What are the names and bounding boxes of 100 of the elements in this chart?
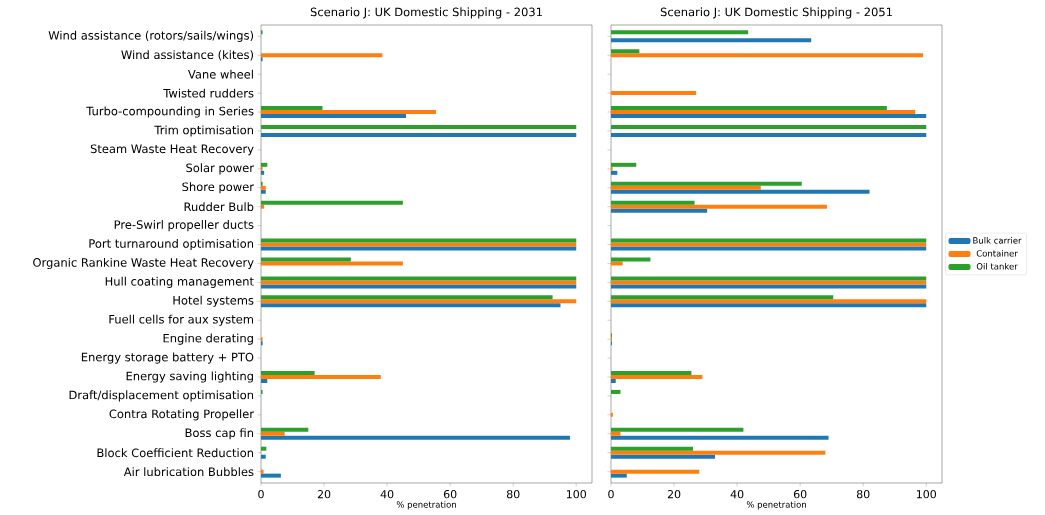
bar bbox=[261, 246, 577, 251]
bar bbox=[611, 431, 621, 436]
bar bbox=[611, 299, 927, 304]
bar bbox=[611, 30, 749, 35]
bar bbox=[611, 49, 640, 54]
y-tick-label: Air lubrication Bubbles bbox=[123, 467, 254, 477]
x-tick-label: 100 bbox=[566, 490, 587, 499]
bar bbox=[261, 446, 267, 451]
bar bbox=[261, 242, 577, 247]
x-tick-label: 80 bbox=[506, 490, 520, 499]
legend-label: Bulk carrier bbox=[973, 237, 1022, 244]
bar bbox=[611, 261, 623, 266]
bar bbox=[261, 435, 570, 440]
y-tick-label: Draft/displacement optimisation bbox=[69, 390, 254, 402]
x-tick-label: 100 bbox=[916, 490, 937, 499]
bar bbox=[611, 257, 651, 262]
y-tick-label: Wind assistance (rotors/sails/wings) bbox=[48, 30, 254, 42]
y-tick-label: Fuell cells for aux system bbox=[109, 314, 254, 326]
bar bbox=[611, 185, 761, 190]
bar bbox=[611, 38, 812, 43]
y-tick-label: Hull coating management bbox=[105, 276, 254, 288]
bar bbox=[611, 427, 744, 432]
y-tick-label: Trim optimisation bbox=[154, 125, 254, 137]
bar bbox=[261, 185, 266, 190]
bar bbox=[611, 91, 697, 96]
legend-label: Oil tanker bbox=[976, 262, 1018, 270]
bar bbox=[611, 303, 927, 308]
bar bbox=[611, 469, 700, 474]
y-tick-label: Organic Rankine Waste Heat Recovery bbox=[33, 257, 254, 270]
y-tick-label: Contra Rotating Propeller bbox=[109, 409, 255, 421]
bar bbox=[261, 53, 383, 58]
bar bbox=[261, 276, 577, 281]
bar bbox=[611, 114, 927, 119]
bar bbox=[261, 204, 265, 209]
bar bbox=[611, 450, 826, 455]
bar bbox=[261, 427, 309, 432]
bar bbox=[261, 238, 577, 243]
bar bbox=[261, 431, 285, 436]
bar bbox=[611, 132, 927, 137]
y-tick-label: Energy saving lighting bbox=[126, 371, 253, 383]
bar bbox=[611, 389, 621, 394]
bar bbox=[261, 469, 264, 474]
bar bbox=[611, 435, 829, 440]
y-tick-label: Shore power bbox=[182, 182, 254, 194]
y-tick-label: Engine derating bbox=[163, 333, 253, 345]
bar bbox=[611, 280, 927, 285]
bar bbox=[261, 257, 351, 262]
bar bbox=[611, 238, 927, 243]
x-axis-title: % penetration bbox=[396, 501, 456, 510]
bar bbox=[611, 473, 627, 478]
x-tick-label: 60 bbox=[443, 490, 457, 499]
bar bbox=[261, 299, 577, 304]
y-tick-label: Wind assistance (kites) bbox=[121, 50, 253, 61]
bar bbox=[611, 204, 827, 209]
bar bbox=[611, 379, 616, 384]
x-tick-label: 0 bbox=[608, 490, 614, 499]
bar bbox=[261, 375, 381, 380]
x-tick-label: 40 bbox=[730, 490, 744, 499]
y-tick-label: Pre-Swirl propeller ducts bbox=[114, 220, 254, 232]
bar bbox=[611, 375, 703, 380]
bar bbox=[261, 132, 577, 137]
bar bbox=[611, 106, 887, 111]
bar bbox=[611, 371, 692, 376]
x-tick-label: 80 bbox=[856, 490, 870, 499]
y-tick-label: Vane wheel bbox=[188, 69, 253, 79]
bar bbox=[611, 276, 927, 281]
y-tick-label: Steam Waste Heat Recovery bbox=[90, 144, 254, 156]
bar bbox=[261, 124, 577, 129]
bar bbox=[611, 110, 916, 115]
bar bbox=[611, 454, 716, 459]
bar bbox=[261, 280, 577, 285]
y-tick-label: Energy storage battery + PTO bbox=[81, 352, 254, 364]
x-tick-label: 20 bbox=[667, 490, 681, 499]
bar bbox=[611, 208, 708, 213]
bar bbox=[261, 379, 268, 384]
bar bbox=[611, 162, 637, 167]
bar bbox=[261, 162, 268, 167]
bar bbox=[611, 170, 618, 175]
chart-title: Scenario J: UK Domestic Shipping - 2031 bbox=[310, 7, 542, 19]
bar bbox=[611, 200, 695, 205]
legend-label: Container bbox=[976, 250, 1018, 257]
x-tick-label: 20 bbox=[317, 490, 331, 499]
bar bbox=[261, 114, 407, 119]
x-tick-label: 0 bbox=[258, 490, 264, 499]
bar bbox=[611, 53, 924, 58]
bar bbox=[261, 106, 323, 111]
bar bbox=[611, 124, 927, 129]
bar bbox=[261, 473, 281, 478]
x-tick-label: 60 bbox=[793, 490, 807, 499]
chart-title: Scenario J: UK Domestic Shipping - 2051 bbox=[660, 7, 892, 19]
bar bbox=[261, 200, 403, 205]
y-tick-label: Block Coefficient Reduction bbox=[97, 448, 254, 458]
bar bbox=[261, 189, 266, 194]
bar bbox=[611, 189, 870, 194]
y-tick-label: Hotel systems bbox=[173, 295, 254, 307]
bar bbox=[611, 181, 802, 186]
bar bbox=[261, 261, 403, 266]
bar bbox=[261, 110, 436, 115]
y-tick-label: Solar power bbox=[186, 163, 254, 175]
bar bbox=[261, 284, 577, 289]
